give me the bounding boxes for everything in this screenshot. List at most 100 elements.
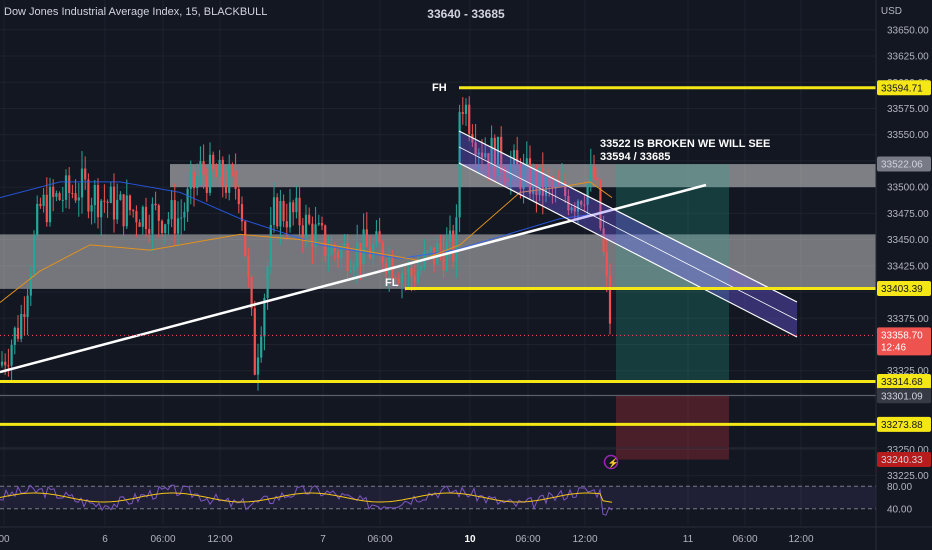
time-tick: 06:00 [732,534,757,545]
channel-top [458,130,798,303]
candle-body [314,224,317,247]
candle-body [592,166,596,178]
candle-body [516,150,519,165]
candle-body [525,158,528,165]
symbol-title[interactable]: Dow Jones Industrial Average Index, 15, … [4,6,268,18]
time-tick: 12:00 [788,534,813,545]
level-tag-bg [877,416,931,432]
candle-body [349,270,352,272]
candle-body [468,104,471,135]
candle-body [324,225,327,256]
candle-body [90,205,93,212]
candle-body [189,172,192,189]
candle-body [535,169,538,196]
candle-body [263,298,266,337]
candle-body [602,228,605,253]
level-tag-bg [877,80,931,96]
candle-body [39,203,42,206]
candle-body [352,267,356,271]
candle-body [551,181,554,189]
candle-body [362,229,365,265]
candle-body [548,178,551,182]
candle-body [173,200,176,234]
candle-body [397,278,400,283]
candle-body [586,183,589,205]
candle-body [298,197,301,226]
candle-body [212,154,215,170]
time-tick: 7 [320,534,326,545]
candle-body [208,154,212,193]
channel-fill [459,131,797,337]
candle-body [45,194,48,223]
price-tick: 33225.00 [887,471,929,482]
candle-body [74,193,77,201]
candle-body [125,195,128,227]
candle-body [13,327,16,345]
candle-body [180,217,183,219]
candle-body [93,184,96,206]
candle-body [480,152,484,158]
time-tick: 11 [683,534,694,545]
candle-body [330,245,333,255]
annotation-line-2: 33594 / 33685 [600,151,670,163]
candle-body [490,137,493,167]
ma-blue-line [0,181,601,259]
price-tick: 33450.00 [887,235,929,246]
candle-body [256,357,260,375]
rsi-line [0,484,613,516]
candle-body [557,181,560,185]
candle-body [464,104,468,114]
candle-body [253,308,256,375]
price-tag-bg [877,156,931,172]
trendline [0,183,707,374]
candle-body [442,250,445,271]
candle-body [375,231,378,245]
lightning-icon: ⚡ [608,457,619,469]
candle-body [16,327,20,339]
time-tick: 10 [464,534,476,545]
candle-body [288,202,292,228]
candle-body [202,161,205,176]
candle-body [493,137,496,176]
candle-body [404,272,407,274]
candle-body [503,171,506,179]
candle-body [333,245,336,252]
candle-body [400,272,404,283]
channel-bottom [458,162,798,338]
candle-body [445,241,448,271]
rsi-ma-line [0,492,613,503]
candle-body [224,185,228,193]
candle-body [26,295,29,318]
candle-body [282,201,285,222]
candle-body [292,202,295,213]
countdown-label: 12:46 [881,342,906,353]
candle-body [500,136,503,172]
candle-body [564,181,567,196]
candle-body [410,267,413,277]
price-tag: 33240.33 [881,455,923,466]
candle-body [119,194,122,200]
candle-body [244,221,247,257]
candle-body [407,267,410,274]
candle-body [426,251,429,253]
candle-body [260,336,263,358]
candle-body [381,242,384,264]
candle-body [23,314,26,318]
currency-label[interactable]: USD [880,6,902,17]
candle-body [167,219,170,225]
candle-body [538,167,541,196]
price-tick: 33625.00 [887,52,929,63]
price-tag-bg [877,452,931,468]
candle-body [544,178,548,196]
candle-body [71,192,74,194]
candle-body [160,220,164,233]
candle-body [570,207,573,211]
time-tick: 06:00 [515,534,540,545]
candle-body [573,207,576,212]
candle-body [496,136,500,176]
candle-body [20,314,23,339]
last-price-tag: 33358.70 [881,330,923,341]
level-tag: 33594.71 [881,83,923,94]
price-tag-bg [877,388,931,404]
